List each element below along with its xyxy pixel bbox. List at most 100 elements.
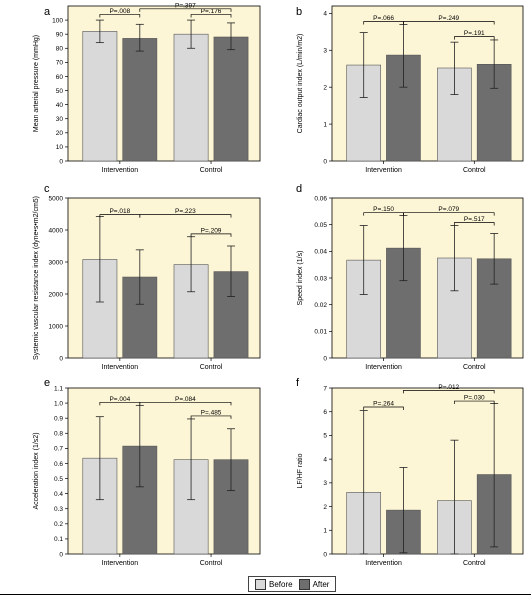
- y-tick-label: 5: [323, 433, 327, 440]
- significance-bracket: [454, 222, 495, 226]
- panel-a: a 0 10 20 30 40 50 60 70 80 90 100 Mean arterial pre…: [33, 2, 261, 174]
- panel-d: d 0 0.01 0.02 0.03 0.04 0.05 0.06 Speed index (1…: [296, 183, 524, 371]
- panel-letter: f: [296, 377, 300, 389]
- y-tick-label: 0.06: [314, 195, 327, 202]
- y-tick-label: 30: [56, 116, 64, 123]
- p-value-label: P=.084: [175, 396, 196, 403]
- y-tick-label: 5000: [49, 195, 64, 202]
- y-axis-label: Mean arterial pressure (mmHg): [33, 35, 40, 132]
- significance-bracket: [403, 21, 495, 25]
- y-tick-label: 80: [56, 46, 64, 53]
- y-tick-label: 0.7: [54, 446, 63, 453]
- y-tick-label: 90: [56, 31, 64, 38]
- y-tick-label: 60: [56, 74, 64, 81]
- y-tick-label: 70: [56, 60, 64, 67]
- y-tick-label: 0.02: [314, 302, 327, 309]
- panel-f: f 0 1 2 3 4 5 6 7 LF/HF ratio Intervention Control P…: [296, 377, 524, 567]
- y-tick-label: 0.03: [314, 275, 327, 282]
- y-tick-label: 100: [52, 17, 63, 24]
- y-tick-label: 6: [323, 409, 327, 416]
- y-tick-label: 0: [323, 355, 327, 362]
- p-value-label: P=.223: [175, 208, 196, 215]
- p-value-label: P=.004: [109, 396, 130, 403]
- bar-after-intervention: [122, 38, 158, 162]
- y-tick-label: 50: [56, 88, 64, 95]
- significance-bracket: [403, 390, 495, 394]
- y-tick-label: 4: [323, 11, 327, 18]
- panel-b: b 0 1 2 3 4 Cardiac output index (L/min/m2) Int…: [296, 5, 524, 174]
- y-tick-label: 1.0: [54, 400, 63, 407]
- significance-bracket: [139, 8, 232, 12]
- y-tick-label: 0.4: [54, 491, 63, 498]
- panel-c: c 0 1000 2000 3000 4000 5000 Systemic vascular …: [33, 183, 261, 371]
- p-value-label: P=.264: [373, 400, 394, 407]
- y-tick-label: 1.1: [54, 385, 63, 392]
- significance-bracket: [454, 36, 495, 40]
- y-tick-label: 2000: [49, 291, 64, 298]
- y-tick-label: 3000: [49, 259, 64, 266]
- x-tick-label: Intervention: [102, 167, 139, 174]
- y-tick-label: 40: [56, 102, 64, 109]
- y-tick-label: 4000: [49, 227, 64, 234]
- y-tick-label: 0.9: [54, 415, 63, 422]
- x-tick-label: Control: [200, 560, 223, 567]
- p-value-label: P=.030: [464, 395, 485, 402]
- y-tick-label: 10: [56, 144, 64, 151]
- p-value-label: P=.249: [438, 15, 459, 22]
- panel-letter: e: [44, 377, 50, 389]
- significance-bracket: [403, 212, 495, 216]
- p-value-label: P=.209: [201, 227, 222, 234]
- y-tick-label: 0.8: [54, 431, 63, 438]
- bar-before-intervention: [82, 31, 118, 162]
- y-tick-label: 0.04: [314, 249, 327, 256]
- x-tick-label: Control: [463, 167, 486, 174]
- x-tick-label: Control: [463, 560, 486, 567]
- panel-letter: c: [44, 183, 50, 195]
- significance-bracket: [363, 406, 404, 410]
- y-tick-label: 0.1: [54, 536, 63, 543]
- y-tick-label: 1: [323, 121, 327, 128]
- y-tick-label: 7: [323, 385, 327, 392]
- bar-after-control: [213, 36, 249, 162]
- p-value-label: P=.012: [438, 384, 459, 391]
- y-axis-label: Acceleration index (1/s2): [33, 432, 40, 509]
- y-tick-label: 1000: [49, 323, 64, 330]
- x-tick-label: Control: [200, 167, 223, 174]
- y-tick-label: 3: [323, 480, 327, 487]
- p-value-label: P=.485: [201, 409, 222, 416]
- significance-bracket: [190, 14, 232, 18]
- y-tick-label: 0.2: [54, 521, 63, 528]
- p-value-label: P=.079: [438, 206, 459, 213]
- p-value-label: P=.191: [464, 30, 485, 37]
- y-tick-label: 0.3: [54, 506, 63, 513]
- y-axis-label: Systemic vascular resistance index (dyne…: [33, 196, 40, 360]
- y-axis-label: LF/HF ratio: [297, 453, 304, 488]
- legend-after: After: [298, 578, 330, 590]
- y-axis-label: Cardiac output index (L/min/m2): [297, 34, 304, 134]
- y-tick-label: 20: [56, 130, 64, 137]
- significance-bracket: [190, 233, 232, 237]
- y-tick-label: 1: [323, 528, 327, 535]
- y-tick-label: 0.05: [314, 222, 327, 229]
- y-tick-label: 0.5: [54, 476, 63, 483]
- legend-before-label: Before: [269, 579, 293, 589]
- p-value-label: P=.018: [109, 208, 130, 215]
- bottom-rule: [0, 594, 531, 595]
- y-tick-label: 2: [323, 504, 327, 511]
- x-tick-label: Intervention: [102, 364, 139, 371]
- significance-bracket: [190, 415, 232, 419]
- y-tick-label: 3: [323, 48, 327, 55]
- p-value-label: P=.517: [464, 216, 485, 223]
- significance-bracket: [139, 214, 232, 218]
- x-tick-label: Control: [463, 364, 486, 371]
- y-tick-label: 0.6: [54, 461, 63, 468]
- x-tick-label: Intervention: [365, 364, 402, 371]
- legend-after-swatch: [298, 578, 310, 590]
- y-tick-label: 2: [323, 84, 327, 91]
- y-tick-label: 0: [59, 551, 63, 558]
- x-tick-label: Intervention: [365, 167, 402, 174]
- legend-after-label: After: [312, 579, 330, 589]
- p-value-label: P=.150: [373, 206, 394, 213]
- panel-letter: d: [296, 183, 302, 195]
- significance-bracket: [99, 14, 141, 18]
